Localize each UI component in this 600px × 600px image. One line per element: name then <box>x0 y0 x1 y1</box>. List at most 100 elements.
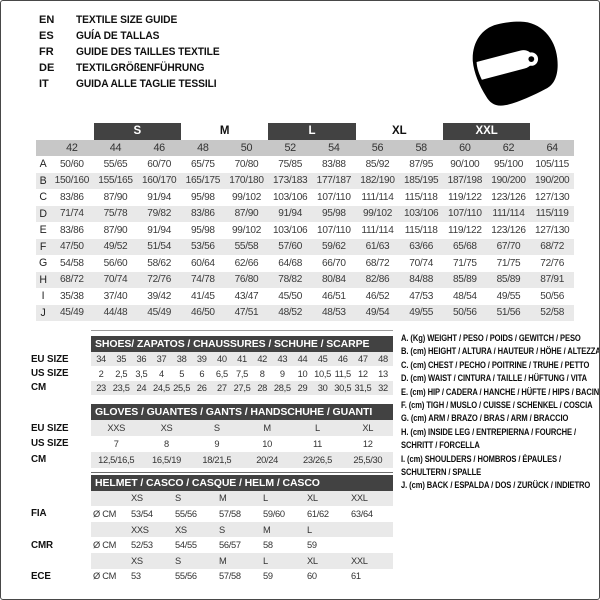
size-value-cell: 177/187 <box>312 172 356 189</box>
size-group-header-m: M <box>219 125 230 138</box>
section-value-cell: 10,5 <box>314 368 332 379</box>
legend-line: G. (cm) ARM / BRAZO / BRAS / ARM / BRACC… <box>401 413 569 424</box>
size-value-cell: 59/62 <box>312 238 356 255</box>
size-value-cell: 37/40 <box>103 290 128 302</box>
section-value-cell: 8 <box>259 368 265 379</box>
section-row-cells: 12,5/16,5 16,5/19 18/21,5 20/24 23/26,5 25,5/… <box>91 451 393 468</box>
size-column-header: 64 <box>530 139 574 156</box>
size-value-cell: 111/114 <box>361 224 394 236</box>
section-value-cell: XXL <box>351 555 368 566</box>
section-row-cells: Ø CM 53/54 55/56 57/58 59/60 61/62 63/64 <box>91 506 393 522</box>
section-value-cell: 55/56 <box>175 508 197 519</box>
legend-line: F. (cm) TIGH / MUSLO / CUISSE / SCHENKEL… <box>401 400 593 411</box>
language-code: DE <box>39 62 55 74</box>
size-value-cell: 87/91 <box>530 271 574 288</box>
section-value-cell: 12,5/16,5 <box>98 454 135 465</box>
section-value-cell: 44 <box>297 354 308 365</box>
size-value-cell: 51/54 <box>137 238 181 255</box>
size-value-cell: 78/82 <box>268 271 312 288</box>
size-value-cell: 107/110 <box>317 191 351 203</box>
size-value-cell: 65/68 <box>443 238 487 255</box>
language-code: EN <box>39 14 55 26</box>
size-value-cell: 107/110 <box>317 224 351 236</box>
section-row-cells: XS S M L XL XXL <box>91 552 393 569</box>
helmet-size-table: HELMET / CASCO / CASQUE / HELM / CASCO XS… <box>31 474 393 585</box>
section-data-row: FIA Ø CM 53/54 55/56 57/58 59/60 61/62 63/64 <box>31 506 393 522</box>
size-value-cell: 83/88 <box>321 158 346 170</box>
measurement-legend: A. (Kg) WEIGHT / PESO / POIDS / GEWITCH … <box>401 332 600 493</box>
measure-row-label: D <box>36 205 50 222</box>
section-value-cell: 7 <box>113 438 119 449</box>
section-value-cell: 2 <box>98 368 104 379</box>
size-value-cell: 85/89 <box>443 271 487 288</box>
size-value-cell: 49/55 <box>399 304 443 321</box>
section-row-cells: 23 23,5 24 24,5 25,5 26 27 27,5 28 28,5 29 30 30,5 31… <box>91 380 393 396</box>
size-value-cell: 41/45 <box>190 290 215 302</box>
size-value-cell: 68/72 <box>365 257 390 269</box>
size-value-cell: 48/52 <box>268 304 312 321</box>
size-value-cell: 71/75 <box>452 257 477 269</box>
section-data-row: US SIZE 7 8 9 10 11 12 <box>31 436 393 452</box>
size-value-cell: 35/38 <box>59 290 84 302</box>
language-code: IT <box>39 78 49 90</box>
section-value-cell: 4 <box>159 368 164 379</box>
section-title: HELMET / CASCO / CASQUE / HELM / CASCO <box>91 474 393 491</box>
size-value-cell: 47/51 <box>224 304 269 321</box>
size-value-cell: 99/102 <box>355 205 400 222</box>
section-value-cell: L <box>307 524 312 535</box>
legend-line: E. (cm) HIP / CADERA / HANCHE / HÜFTE / … <box>401 386 600 397</box>
size-value-cell: 55/65 <box>103 158 128 170</box>
section-value-cell: 12 <box>362 438 373 449</box>
section-value-cell: 41 <box>237 354 247 365</box>
size-column-header: 52 <box>268 139 312 156</box>
size-value-cell: 75/78 <box>93 205 138 222</box>
section-value-cell: 46 <box>337 354 348 365</box>
size-value-cell: 84/88 <box>399 271 443 288</box>
size-value-cell: 71/74 <box>50 205 94 222</box>
measure-row-label: E <box>39 224 47 237</box>
legend-line: J. (cm) BACK / ESPALDA / DOS / ZURÜCK / … <box>401 480 591 491</box>
section-row-label: US SIZE <box>31 368 69 380</box>
size-value-cell: 52/58 <box>530 304 574 321</box>
size-group-header-xxl: XXL <box>443 123 531 140</box>
section-value-cell: 60 <box>307 571 317 582</box>
section-value-cell: XS <box>175 524 187 535</box>
size-column-header: 48 <box>181 139 225 156</box>
legend-line: C. (cm) CHEST / PECHO / POITRINE / TRUHE… <box>401 359 590 370</box>
size-value-cell: 79/82 <box>137 205 181 222</box>
section-value-cell: 37 <box>156 354 167 365</box>
section-data-row: CM 12,5/16,5 16,5/19 18/21,5 20/24 23/26,5 25,… <box>31 451 393 468</box>
section-value-cell: 18/21,5 <box>202 454 232 465</box>
size-value-cell: 155/165 <box>93 172 138 189</box>
section-value-cell: 38 <box>176 354 187 365</box>
section-row-cells: Ø CM 53 55/56 57/58 59 60 61 <box>91 569 393 585</box>
size-column-header: 46 <box>137 139 181 156</box>
section-value-cell: 5 <box>179 368 185 379</box>
size-value-cell: 65/75 <box>190 158 215 170</box>
section-title-row: GLOVES / GUANTES / GANTS / HANDSCHUHE / … <box>31 404 393 421</box>
size-column-header: 44 <box>93 139 138 156</box>
section-value-cell: 29 <box>297 382 308 393</box>
language-row: IT GUIDA ALLE TAGLIE TESSILI <box>39 76 230 92</box>
size-column-header: 42 <box>50 139 94 156</box>
section-data-row: US SIZE 2 2,5 3,5 4 5 6 6,5 7,5 8 9 10 10,5 11,5 12 13 <box>31 366 393 380</box>
section-value-cell: 48 <box>378 354 388 365</box>
section-data-row: XS S M L XL XXL <box>31 490 393 507</box>
section-data-row: CMR Ø CM 52/53 54/55 56/57 58 59 <box>31 537 393 553</box>
language-title: GUIDA ALLE TAGLIE TESSILI <box>76 78 217 90</box>
language-row: FR GUIDE DES TAILLES TEXTILE <box>39 44 230 60</box>
size-value-cell: 91/94 <box>147 191 172 203</box>
size-value-cell: 190/200 <box>530 172 574 189</box>
language-title: TEXTILGRÖßENFÜHRUNG <box>76 62 205 74</box>
language-title-list: EN TEXTILE SIZE GUIDE ES GUÍA DE TALLAS FR GU… <box>39 12 230 92</box>
size-value-cell: 103/106 <box>399 205 443 222</box>
section-value-cell: 23/26,5 <box>303 454 332 465</box>
section-data-row: EU SIZE 34 35 36 37 38 39 40 41 42 43 44 45 46 47 48 <box>31 352 393 367</box>
section-value-cell: XXL <box>351 493 368 504</box>
size-value-cell: 91/94 <box>268 205 312 222</box>
size-value-cell: 119/122 <box>448 191 482 203</box>
section-row-label: CM <box>31 382 47 394</box>
size-value-cell: 75/85 <box>278 158 303 170</box>
language-code: FR <box>39 46 54 58</box>
size-value-cell: 83/86 <box>59 224 84 236</box>
